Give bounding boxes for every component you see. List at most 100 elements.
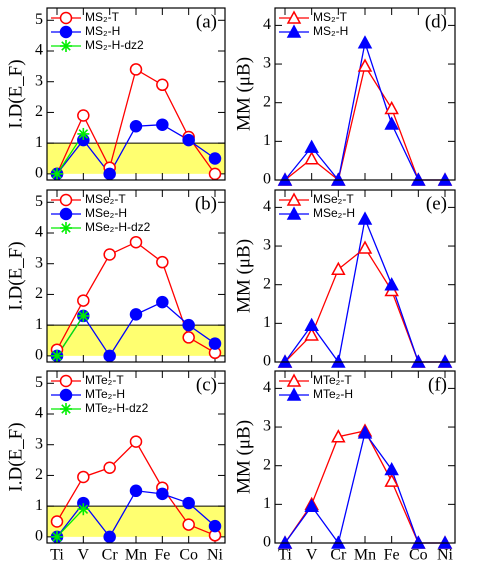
x-tick-label: Mn — [125, 547, 147, 564]
y-axis-label: I.D(E_F) — [5, 422, 26, 491]
marker — [103, 530, 116, 544]
legend-label: MTe₂-H — [313, 387, 353, 401]
x-tick-label: Ti — [278, 547, 292, 564]
plot-frame — [46, 7, 226, 181]
marker — [59, 25, 73, 39]
y-tick-label: 0 — [35, 165, 43, 182]
y-tick-label: 2 — [35, 466, 43, 483]
legend-label: MSe₂-T — [85, 192, 126, 206]
marker — [129, 63, 143, 76]
y-tick-label: 4 — [35, 224, 43, 241]
marker — [384, 461, 399, 476]
marker — [286, 206, 302, 220]
plot-area — [275, 8, 455, 180]
y-tick-label: 4 — [263, 379, 271, 396]
marker — [331, 429, 346, 443]
y-tick-label: 0 — [263, 353, 271, 370]
plot-frame — [46, 370, 226, 544]
panel-label: (c) — [196, 374, 217, 395]
y-tick-label: 0 — [263, 534, 271, 551]
marker — [304, 327, 319, 341]
plot-area — [275, 371, 455, 543]
legend-label: MS₂-H — [313, 24, 348, 38]
legend-label: MS₂-H — [85, 24, 120, 38]
y-tick-label: 1 — [263, 495, 271, 512]
asterisk-stroke — [78, 129, 89, 139]
plot-frame — [274, 189, 456, 363]
y-tick-label: 0 — [35, 347, 43, 364]
marker — [129, 235, 143, 249]
marker — [156, 118, 169, 131]
marker — [129, 484, 143, 498]
marker — [357, 211, 373, 225]
marker — [182, 133, 195, 147]
y-tick-label: 1 — [263, 132, 271, 149]
marker — [208, 337, 222, 350]
marker — [129, 120, 143, 133]
plot-frame — [274, 7, 456, 181]
y-axis-label: I.D(E_F) — [5, 241, 26, 310]
panel-label: (e) — [426, 193, 447, 214]
marker — [208, 167, 222, 181]
marker — [103, 167, 116, 181]
marker — [156, 487, 169, 501]
marker — [286, 373, 302, 387]
marker — [77, 109, 90, 122]
marker — [77, 127, 90, 140]
legend-label: MSe₂-T — [313, 192, 354, 206]
x-tick-label: Ni — [207, 547, 224, 564]
marker — [304, 151, 319, 165]
asterisk-stroke — [78, 311, 89, 321]
legend-label: MTe₂-T — [85, 373, 124, 387]
y-tick-label: 1 — [35, 497, 43, 514]
plot-frame — [46, 189, 226, 363]
asterisk-stroke — [52, 532, 62, 542]
y-tick-label: 4 — [35, 405, 43, 422]
asterisk-stroke — [78, 504, 89, 514]
y-tick-label: 3 — [263, 55, 271, 72]
legend-label: MSe₂-H-dz2 — [85, 220, 151, 234]
panel-label: (d) — [425, 11, 447, 32]
marker — [384, 116, 399, 130]
asterisk-stroke — [61, 404, 71, 414]
marker — [208, 152, 222, 165]
marker — [59, 11, 73, 25]
y-tick-label: 1 — [35, 316, 43, 333]
marker — [304, 317, 319, 332]
y-tick-label: 3 — [35, 254, 43, 271]
y-tick-label: 2 — [263, 456, 271, 473]
marker — [208, 519, 222, 533]
y-tick-label: 2 — [35, 285, 43, 302]
legend-label: MS₂-T — [313, 10, 348, 24]
marker — [50, 515, 64, 528]
marker — [182, 318, 195, 332]
marker — [182, 518, 195, 531]
marker — [286, 192, 302, 206]
marker — [357, 35, 373, 49]
y-axis-label: MM (μB) — [233, 57, 254, 131]
marker — [60, 40, 72, 52]
marker — [59, 388, 73, 402]
marker — [60, 403, 72, 415]
legend-label: MTe₂-T — [313, 373, 352, 387]
marker — [59, 193, 73, 207]
y-tick-label: 4 — [35, 42, 43, 59]
x-tick-label: Fe — [384, 547, 400, 564]
asterisk-stroke — [52, 351, 62, 361]
marker — [156, 255, 169, 269]
panel-label: (f) — [428, 374, 447, 395]
marker — [384, 100, 399, 115]
x-tick-label: Co — [179, 547, 198, 564]
panel-label: (a) — [196, 11, 217, 32]
marker — [129, 435, 143, 448]
x-tick-label: V — [306, 547, 318, 564]
marker — [60, 222, 72, 234]
legend-label: MS₂-T — [85, 10, 120, 24]
marker — [286, 24, 302, 38]
marker — [77, 503, 90, 516]
asterisk-stroke — [61, 223, 71, 233]
marker — [51, 530, 63, 543]
marker — [103, 461, 116, 474]
marker — [384, 473, 399, 487]
